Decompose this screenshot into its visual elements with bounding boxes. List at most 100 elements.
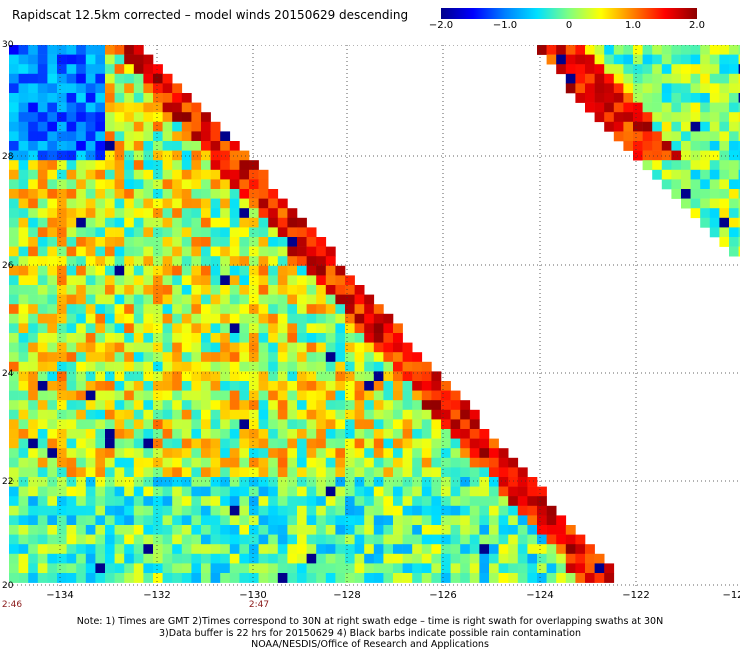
swath-cell (364, 467, 375, 478)
swath-cell (76, 352, 87, 363)
swath-cell (172, 131, 183, 142)
swath-cell (306, 400, 317, 411)
swath-cell (316, 419, 327, 430)
swath-cell (306, 467, 317, 478)
swath-cell (172, 361, 183, 372)
swath-cell (57, 361, 67, 372)
swath-cell (297, 333, 307, 343)
swath-cell (249, 429, 259, 439)
swath-cell (85, 227, 96, 238)
swath-cell (181, 429, 192, 439)
swath-cell (210, 438, 221, 449)
swath-cell (681, 141, 691, 151)
swath-cell (133, 246, 144, 257)
swath-cell (66, 131, 77, 142)
swath-cell (383, 515, 394, 526)
swath-cell (105, 189, 115, 199)
swath-cell (76, 73, 87, 84)
swath-cell (153, 323, 163, 334)
swath-cell (76, 515, 87, 526)
swath-cell (191, 246, 202, 257)
swath-cell (143, 112, 154, 123)
swath-cell (652, 121, 663, 132)
swath-cell (172, 448, 183, 459)
swath-cell (383, 313, 394, 324)
swath-cell (681, 121, 691, 132)
swath-cell (9, 429, 19, 439)
swath-cell (201, 121, 211, 132)
swath-cell (613, 45, 624, 55)
swath-cell (489, 448, 499, 459)
swath-cell (325, 544, 336, 555)
swath-cell (277, 419, 288, 430)
swath-cell (47, 256, 58, 267)
swath-cell (105, 563, 115, 574)
swath-cell (18, 64, 29, 75)
swath-cell (57, 429, 67, 439)
swath-cell (239, 534, 250, 545)
swath-cell (18, 409, 29, 420)
swath-cell (354, 553, 365, 564)
swath-cell (37, 534, 48, 545)
swath-cell (210, 553, 221, 564)
swath-cell (709, 131, 720, 142)
swath-cell (431, 419, 442, 430)
swath-cell (709, 208, 720, 219)
swath-cell (508, 496, 519, 507)
swath-cell (85, 505, 96, 516)
swath-cell (498, 553, 509, 564)
swath-cell (85, 141, 96, 151)
swath-cell (671, 160, 682, 171)
swath-cell (613, 131, 624, 142)
swath-cell (450, 409, 461, 420)
swath-cell (508, 553, 519, 564)
swath-cell (460, 515, 471, 526)
swath-cell (95, 448, 106, 459)
swath-cell (143, 496, 154, 507)
swath-cell (153, 179, 163, 190)
swath-cell (114, 285, 125, 295)
swath-cell (105, 246, 115, 257)
swath-cell (76, 563, 87, 574)
swath-cell (402, 438, 413, 449)
swath-cell (402, 390, 413, 401)
swath-cell (287, 486, 298, 497)
swath-cell (57, 64, 67, 75)
swath-cell (258, 505, 269, 516)
swath-cell (76, 121, 87, 132)
swath-cell (633, 83, 643, 94)
swath-cell (306, 304, 317, 315)
swath-cell (316, 323, 327, 334)
swath-cell (210, 342, 221, 353)
swath-cell (95, 323, 106, 334)
swath-cell (105, 285, 115, 295)
swath-cell (133, 496, 144, 507)
swath-cell (441, 390, 451, 401)
swath-cell (181, 285, 192, 295)
swath-cell (105, 169, 115, 180)
swath-cell (172, 553, 183, 564)
swath-cell (354, 371, 365, 382)
swath-cell (239, 342, 250, 353)
swath-cell (95, 352, 106, 363)
swath-cell (373, 534, 384, 545)
swath-cell (383, 448, 394, 459)
swath-cell (37, 83, 48, 94)
swath-cell (661, 169, 672, 180)
swath-cell (57, 496, 67, 507)
swath-cell (85, 313, 96, 324)
swath-cell (201, 198, 211, 209)
swath-cell (191, 515, 202, 526)
swath-cell (229, 390, 240, 401)
swath-cell (316, 371, 327, 382)
swath-cell (652, 45, 663, 55)
swath-cell (66, 429, 77, 439)
swath-cell (239, 150, 250, 161)
swath-cell (172, 256, 183, 267)
swath-cell (162, 429, 173, 439)
swath-cell (153, 563, 163, 574)
swath-cell (162, 486, 173, 497)
swath-cell (57, 54, 67, 65)
swath-cell (133, 112, 144, 123)
swath-cell (508, 563, 519, 574)
